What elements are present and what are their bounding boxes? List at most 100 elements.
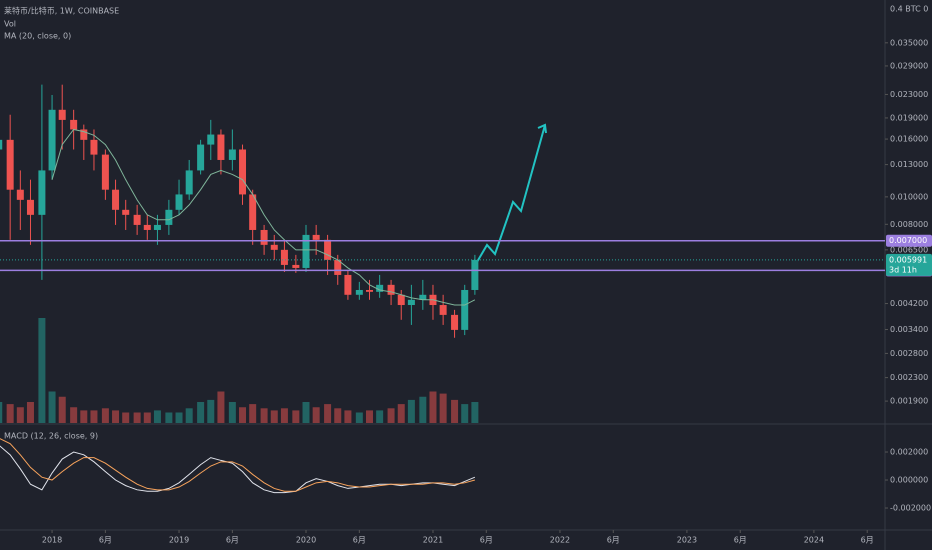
y2-tick-label: 0.002000 <box>890 448 928 457</box>
volume-bar <box>58 396 66 423</box>
volume-bar <box>197 402 205 423</box>
candle-body <box>70 119 78 130</box>
volume-bar <box>165 412 173 423</box>
y-tick-label: 0.003400 <box>890 325 928 334</box>
candle-body <box>80 129 88 140</box>
candle-body <box>175 194 183 210</box>
candle-body <box>122 209 130 215</box>
volume-bar <box>228 402 236 423</box>
candle-body <box>133 214 141 225</box>
x-tick-label: 2021 <box>423 536 443 545</box>
volume-bar <box>101 408 109 423</box>
candle-body <box>58 109 66 120</box>
volume-bar <box>365 410 373 423</box>
candle-body <box>302 234 310 268</box>
candle-body <box>249 194 257 230</box>
candle-body <box>101 154 109 190</box>
volume-bar <box>292 410 300 423</box>
candle-body <box>38 170 46 215</box>
candle-body <box>143 224 151 230</box>
volume-bar <box>26 402 34 423</box>
volume-bar <box>90 410 98 423</box>
candle-body <box>0 139 3 150</box>
countdown-label: 3d 11h <box>889 265 917 274</box>
x-tick-label: 6月 <box>734 536 747 545</box>
volume-bar <box>16 407 24 423</box>
macd-legend: MACD (12, 26, close, 9) <box>4 432 98 441</box>
candle-body <box>439 305 447 315</box>
candle-body <box>355 289 363 295</box>
volume-bar <box>407 399 415 423</box>
volume-bar <box>376 410 384 423</box>
volume-bar <box>207 399 215 423</box>
volume-bar <box>344 410 352 423</box>
volume-bar <box>461 404 469 423</box>
volume-bar <box>239 407 247 423</box>
y-tick-label: 0.001900 <box>890 397 928 406</box>
candle-body <box>197 144 205 171</box>
candle-body <box>270 244 278 250</box>
candle-body <box>153 224 161 230</box>
volume-bar <box>122 412 130 423</box>
candle-body <box>376 284 384 292</box>
volume-bar <box>334 408 342 423</box>
y-tick-label: 0.023000 <box>890 90 928 99</box>
volume-bar <box>70 407 78 423</box>
ma-legend: MA (20, close, 0) <box>4 32 71 41</box>
candle-body <box>292 264 300 268</box>
y-tick-label: 0.016000 <box>890 135 928 144</box>
x-tick-label: 2023 <box>677 536 697 545</box>
volume-bar <box>419 396 427 423</box>
y-tick-label: 0.019000 <box>890 113 928 122</box>
y-tick-label: 0.002800 <box>890 349 928 358</box>
y-tick-label: 0.010000 <box>890 192 928 201</box>
volume-bar <box>439 393 447 423</box>
x-tick-label: 6月 <box>226 536 239 545</box>
candle-body <box>312 234 320 240</box>
candle-body <box>48 109 56 171</box>
volume-bar <box>280 408 288 423</box>
x-tick-label: 2022 <box>550 536 570 545</box>
volume-bar <box>217 391 225 423</box>
candle-body <box>344 274 352 295</box>
volume-bar <box>312 407 320 423</box>
x-tick-label: 2024 <box>804 536 824 545</box>
x-tick-label: 2019 <box>169 536 189 545</box>
volume-bar <box>48 391 56 423</box>
candle-body <box>26 199 34 215</box>
y-tick-label: 0.006500 <box>890 245 928 254</box>
x-tick-label: 2018 <box>42 536 62 545</box>
volume-bar <box>175 412 183 423</box>
y-tick-label: 0.008000 <box>890 220 928 229</box>
volume-bar <box>471 402 479 423</box>
volume-bar <box>6 404 14 423</box>
volume-bar <box>387 408 395 423</box>
x-tick-label: 6月 <box>353 536 366 545</box>
symbol-title: 莱特币/比特币, 1W, COINBASE <box>4 6 119 16</box>
candle-body <box>407 299 415 306</box>
candle-body <box>365 289 373 292</box>
volume-bar <box>133 412 141 423</box>
volume-bar <box>153 410 161 423</box>
y2-tick-label: -0.002000 <box>890 504 931 513</box>
signal-line <box>0 438 476 492</box>
candle-body <box>239 149 247 195</box>
candle-body <box>217 134 225 160</box>
macd-line <box>0 445 476 494</box>
last-price-box <box>886 253 932 276</box>
x-tick-label: 6月 <box>99 536 112 545</box>
projection-line <box>476 124 546 263</box>
unit-label: 0.4 BTC 0 <box>890 5 928 14</box>
y-tick-label: 0.029000 <box>890 61 928 70</box>
ma-line <box>51 128 476 306</box>
volume-bar <box>302 402 310 423</box>
volume-bar <box>397 404 405 423</box>
y-tick-label: 0.002300 <box>890 373 928 382</box>
candle-body <box>280 249 288 265</box>
candle-body <box>461 289 469 330</box>
volume-bar <box>185 408 193 423</box>
candle-body <box>228 149 236 160</box>
volume-bar <box>0 402 3 423</box>
